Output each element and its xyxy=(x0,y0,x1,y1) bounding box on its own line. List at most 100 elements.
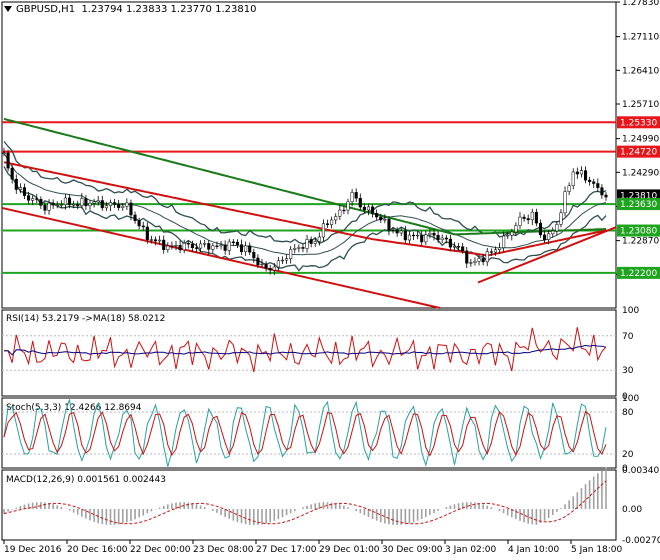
candle-body xyxy=(47,202,51,211)
candle-body xyxy=(88,203,92,206)
candle-body xyxy=(186,243,190,245)
candle-body xyxy=(113,202,117,205)
candle-body xyxy=(362,206,366,211)
candle-body xyxy=(264,263,268,269)
candle-body xyxy=(350,192,354,203)
candle-body xyxy=(22,187,27,196)
candle-body xyxy=(555,224,559,232)
candle-body xyxy=(403,230,407,241)
candle-body xyxy=(170,245,174,247)
candle-body xyxy=(285,258,289,261)
price-tag-label: 1.24720 xyxy=(620,148,657,158)
price-tag xyxy=(617,224,660,237)
candle-body xyxy=(489,251,493,253)
candle-body xyxy=(203,243,207,245)
candle-body xyxy=(538,222,543,236)
time-axis-label: 4 Jan 10:00 xyxy=(508,545,560,555)
price-tick-label: 1.27830 xyxy=(622,0,659,8)
candle-body xyxy=(313,241,317,244)
candle-body xyxy=(448,238,452,248)
candle-body xyxy=(59,204,63,206)
stoch-axis-label: 80 xyxy=(622,408,634,418)
middle-band xyxy=(3,152,607,256)
candle-body xyxy=(465,250,469,264)
macd-pane[interactable] xyxy=(1,469,617,541)
candle-body xyxy=(268,268,272,271)
candle-body xyxy=(108,202,113,206)
candle-body xyxy=(366,206,371,211)
candle-body xyxy=(39,199,43,206)
price-tag xyxy=(617,145,660,158)
candle-body xyxy=(211,245,215,250)
candle-body xyxy=(358,197,362,208)
close-value: 1.23810 xyxy=(215,4,257,15)
time-axis-label: 19 Dec 2016 xyxy=(4,545,62,555)
price-tag-label: 1.23630 xyxy=(620,200,657,210)
candle-body xyxy=(592,181,596,184)
candle-body xyxy=(473,260,477,263)
candle-body xyxy=(432,232,436,236)
candle-body xyxy=(375,213,379,218)
symbol-label: GBPUSD,H1 xyxy=(16,4,76,15)
price-tick-label: 1.24990 xyxy=(622,135,659,145)
price-tick-label: 1.24290 xyxy=(622,168,659,178)
candle-body xyxy=(219,244,223,247)
candle-body xyxy=(174,245,178,247)
caret-down-icon xyxy=(4,6,12,12)
candle-body xyxy=(342,209,346,212)
candle-body xyxy=(420,234,424,243)
price-tick-label: 1.27110 xyxy=(622,33,659,43)
candle-body xyxy=(424,234,428,243)
candle-body xyxy=(444,237,448,240)
stoch-pane[interactable] xyxy=(1,397,617,469)
candle-body xyxy=(596,183,600,188)
candle-body xyxy=(579,170,583,175)
candle-body xyxy=(244,245,248,253)
price-tag-label: 1.22200 xyxy=(620,269,657,279)
candle-body xyxy=(379,216,383,221)
candle-body xyxy=(309,239,313,244)
high-value: 1.23833 xyxy=(125,4,168,15)
candle-body xyxy=(121,205,125,208)
candle-body xyxy=(604,194,608,198)
time-axis-label: 29 Dec 01:00 xyxy=(319,545,380,555)
price-tag-label: 1.23080 xyxy=(620,227,657,237)
candle-body xyxy=(43,205,47,211)
candle-body xyxy=(63,197,67,206)
candle-body xyxy=(67,197,72,206)
candle-body xyxy=(502,235,506,248)
price-pane[interactable] xyxy=(1,1,617,309)
candle-body xyxy=(199,243,203,249)
stoch-axis-label: 0 xyxy=(622,464,628,474)
candle-body xyxy=(407,234,411,241)
candle-body xyxy=(166,245,170,251)
time-axis-label: 27 Dec 17:00 xyxy=(256,545,317,555)
stoch-axis-label: 20 xyxy=(622,450,634,460)
candle-body xyxy=(272,266,276,271)
candle-body xyxy=(325,223,330,225)
downtrend-line xyxy=(1,206,441,309)
candle-body xyxy=(330,219,334,225)
candle-body xyxy=(354,192,358,199)
candle-body xyxy=(559,212,563,225)
price-tag xyxy=(617,266,660,279)
candle-body xyxy=(411,234,416,237)
candle-body xyxy=(141,225,145,228)
rsi-pane[interactable] xyxy=(1,309,617,397)
candle-body xyxy=(231,241,235,243)
rsi-ma-line xyxy=(3,344,607,356)
candle-body xyxy=(10,167,14,180)
candle-body xyxy=(534,211,538,224)
stoch-axis-label: 100 xyxy=(622,394,639,404)
time-axis-label: 23 Dec 08:00 xyxy=(193,545,254,555)
candle-body xyxy=(260,263,264,266)
candle-body xyxy=(391,229,395,232)
candle-body xyxy=(178,245,182,251)
candle-body xyxy=(338,209,342,217)
candle-body xyxy=(96,200,100,203)
candle-body xyxy=(530,211,534,221)
candle-body xyxy=(301,247,305,249)
candle-body xyxy=(317,236,321,242)
price-tag-label: 1.23810 xyxy=(620,191,657,201)
